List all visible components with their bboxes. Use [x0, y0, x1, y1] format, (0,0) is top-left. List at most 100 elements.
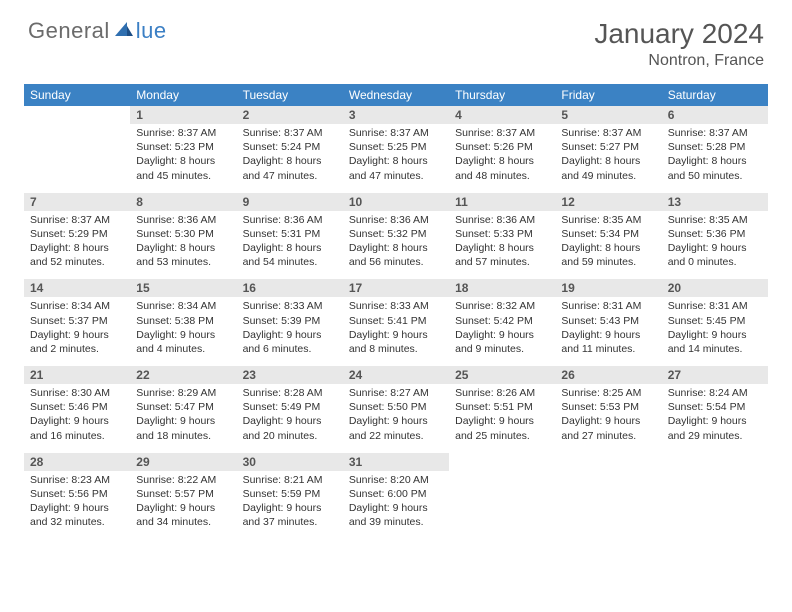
day-number: 6 [662, 106, 768, 124]
day-cell: 5Sunrise: 8:37 AMSunset: 5:27 PMDaylight… [555, 106, 661, 193]
calendar-row: 21Sunrise: 8:30 AMSunset: 5:46 PMDayligh… [24, 366, 768, 453]
day-cell: 28Sunrise: 8:23 AMSunset: 5:56 PMDayligh… [24, 453, 130, 540]
day-number: 12 [555, 193, 661, 211]
day-body: Sunrise: 8:37 AMSunset: 5:23 PMDaylight:… [130, 124, 236, 193]
day-body: Sunrise: 8:23 AMSunset: 5:56 PMDaylight:… [24, 471, 130, 540]
day-body [555, 457, 661, 511]
day-body: Sunrise: 8:20 AMSunset: 6:00 PMDaylight:… [343, 471, 449, 540]
day-cell: 27Sunrise: 8:24 AMSunset: 5:54 PMDayligh… [662, 366, 768, 453]
day-cell: 11Sunrise: 8:36 AMSunset: 5:33 PMDayligh… [449, 193, 555, 280]
title-block: January 2024 Nontron, France [594, 18, 764, 70]
day-body: Sunrise: 8:35 AMSunset: 5:36 PMDaylight:… [662, 211, 768, 280]
day-number: 29 [130, 453, 236, 471]
day-cell: 3Sunrise: 8:37 AMSunset: 5:25 PMDaylight… [343, 106, 449, 193]
day-number: 4 [449, 106, 555, 124]
calendar-row: 28Sunrise: 8:23 AMSunset: 5:56 PMDayligh… [24, 453, 768, 540]
day-number: 10 [343, 193, 449, 211]
day-body: Sunrise: 8:33 AMSunset: 5:41 PMDaylight:… [343, 297, 449, 366]
weekday-header: Friday [555, 84, 661, 106]
day-cell: 8Sunrise: 8:36 AMSunset: 5:30 PMDaylight… [130, 193, 236, 280]
day-cell: 2Sunrise: 8:37 AMSunset: 5:24 PMDaylight… [237, 106, 343, 193]
empty-cell [555, 453, 661, 540]
day-body: Sunrise: 8:30 AMSunset: 5:46 PMDaylight:… [24, 384, 130, 453]
day-number: 7 [24, 193, 130, 211]
day-body: Sunrise: 8:36 AMSunset: 5:33 PMDaylight:… [449, 211, 555, 280]
day-cell: 17Sunrise: 8:33 AMSunset: 5:41 PMDayligh… [343, 279, 449, 366]
calendar-table: SundayMondayTuesdayWednesdayThursdayFrid… [24, 84, 768, 539]
day-body: Sunrise: 8:37 AMSunset: 5:28 PMDaylight:… [662, 124, 768, 193]
day-number: 11 [449, 193, 555, 211]
day-number: 8 [130, 193, 236, 211]
day-cell: 9Sunrise: 8:36 AMSunset: 5:31 PMDaylight… [237, 193, 343, 280]
day-body: Sunrise: 8:36 AMSunset: 5:30 PMDaylight:… [130, 211, 236, 280]
day-cell: 1Sunrise: 8:37 AMSunset: 5:23 PMDaylight… [130, 106, 236, 193]
day-body: Sunrise: 8:37 AMSunset: 5:27 PMDaylight:… [555, 124, 661, 193]
day-body: Sunrise: 8:37 AMSunset: 5:29 PMDaylight:… [24, 211, 130, 280]
weekday-header: Saturday [662, 84, 768, 106]
day-cell: 15Sunrise: 8:34 AMSunset: 5:38 PMDayligh… [130, 279, 236, 366]
day-cell: 6Sunrise: 8:37 AMSunset: 5:28 PMDaylight… [662, 106, 768, 193]
day-body [449, 457, 555, 511]
day-number: 28 [24, 453, 130, 471]
day-cell: 31Sunrise: 8:20 AMSunset: 6:00 PMDayligh… [343, 453, 449, 540]
weekday-header: Tuesday [237, 84, 343, 106]
day-cell: 29Sunrise: 8:22 AMSunset: 5:57 PMDayligh… [130, 453, 236, 540]
day-number: 31 [343, 453, 449, 471]
day-number: 13 [662, 193, 768, 211]
day-number: 27 [662, 366, 768, 384]
day-cell: 16Sunrise: 8:33 AMSunset: 5:39 PMDayligh… [237, 279, 343, 366]
weekday-header: Wednesday [343, 84, 449, 106]
day-cell: 12Sunrise: 8:35 AMSunset: 5:34 PMDayligh… [555, 193, 661, 280]
location: Nontron, France [594, 52, 764, 70]
day-body: Sunrise: 8:26 AMSunset: 5:51 PMDaylight:… [449, 384, 555, 453]
day-body: Sunrise: 8:35 AMSunset: 5:34 PMDaylight:… [555, 211, 661, 280]
day-number: 3 [343, 106, 449, 124]
day-body [662, 457, 768, 511]
day-cell: 22Sunrise: 8:29 AMSunset: 5:47 PMDayligh… [130, 366, 236, 453]
day-cell: 7Sunrise: 8:37 AMSunset: 5:29 PMDaylight… [24, 193, 130, 280]
empty-cell [24, 106, 130, 193]
day-number: 21 [24, 366, 130, 384]
day-cell: 21Sunrise: 8:30 AMSunset: 5:46 PMDayligh… [24, 366, 130, 453]
logo-triangle-icon [113, 20, 133, 43]
day-body: Sunrise: 8:27 AMSunset: 5:50 PMDaylight:… [343, 384, 449, 453]
day-cell: 25Sunrise: 8:26 AMSunset: 5:51 PMDayligh… [449, 366, 555, 453]
day-number: 25 [449, 366, 555, 384]
calendar-row: 14Sunrise: 8:34 AMSunset: 5:37 PMDayligh… [24, 279, 768, 366]
day-cell: 4Sunrise: 8:37 AMSunset: 5:26 PMDaylight… [449, 106, 555, 193]
day-body: Sunrise: 8:37 AMSunset: 5:25 PMDaylight:… [343, 124, 449, 193]
day-body: Sunrise: 8:29 AMSunset: 5:47 PMDaylight:… [130, 384, 236, 453]
day-body: Sunrise: 8:24 AMSunset: 5:54 PMDaylight:… [662, 384, 768, 453]
day-number: 23 [237, 366, 343, 384]
day-number: 2 [237, 106, 343, 124]
day-body: Sunrise: 8:21 AMSunset: 5:59 PMDaylight:… [237, 471, 343, 540]
day-body: Sunrise: 8:37 AMSunset: 5:24 PMDaylight:… [237, 124, 343, 193]
weekday-header-row: SundayMondayTuesdayWednesdayThursdayFrid… [24, 84, 768, 106]
logo-text-main: General [28, 18, 110, 44]
day-body: Sunrise: 8:22 AMSunset: 5:57 PMDaylight:… [130, 471, 236, 540]
day-number: 19 [555, 279, 661, 297]
weekday-header: Monday [130, 84, 236, 106]
day-cell: 24Sunrise: 8:27 AMSunset: 5:50 PMDayligh… [343, 366, 449, 453]
empty-cell [449, 453, 555, 540]
day-cell: 20Sunrise: 8:31 AMSunset: 5:45 PMDayligh… [662, 279, 768, 366]
calendar-row: 7Sunrise: 8:37 AMSunset: 5:29 PMDaylight… [24, 193, 768, 280]
day-body: Sunrise: 8:37 AMSunset: 5:26 PMDaylight:… [449, 124, 555, 193]
day-number: 17 [343, 279, 449, 297]
day-cell: 13Sunrise: 8:35 AMSunset: 5:36 PMDayligh… [662, 193, 768, 280]
day-cell: 26Sunrise: 8:25 AMSunset: 5:53 PMDayligh… [555, 366, 661, 453]
day-cell: 23Sunrise: 8:28 AMSunset: 5:49 PMDayligh… [237, 366, 343, 453]
logo-text-accent: lue [136, 18, 167, 44]
day-number: 1 [130, 106, 236, 124]
day-body: Sunrise: 8:32 AMSunset: 5:42 PMDaylight:… [449, 297, 555, 366]
day-number: 22 [130, 366, 236, 384]
month-title: January 2024 [594, 18, 764, 50]
day-number: 24 [343, 366, 449, 384]
day-number: 26 [555, 366, 661, 384]
day-number: 15 [130, 279, 236, 297]
day-body: Sunrise: 8:33 AMSunset: 5:39 PMDaylight:… [237, 297, 343, 366]
day-body: Sunrise: 8:25 AMSunset: 5:53 PMDaylight:… [555, 384, 661, 453]
day-number: 14 [24, 279, 130, 297]
day-cell: 19Sunrise: 8:31 AMSunset: 5:43 PMDayligh… [555, 279, 661, 366]
calendar-row: 1Sunrise: 8:37 AMSunset: 5:23 PMDaylight… [24, 106, 768, 193]
